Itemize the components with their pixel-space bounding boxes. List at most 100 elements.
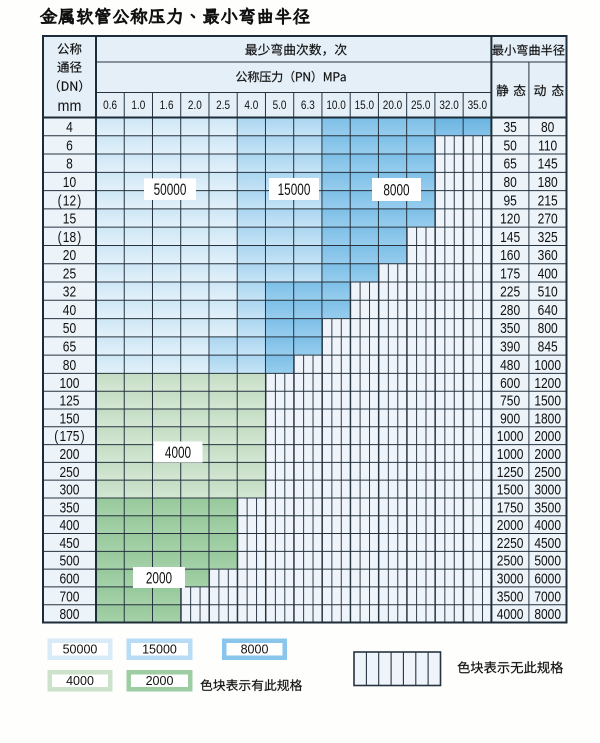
svg-text:800: 800 (59, 606, 79, 622)
svg-text:4000: 4000 (165, 444, 191, 462)
svg-text:95: 95 (503, 192, 516, 208)
svg-text:1250: 1250 (497, 464, 524, 480)
svg-text:1200: 1200 (534, 375, 561, 391)
svg-text:270: 270 (538, 211, 558, 227)
svg-text:600: 600 (500, 375, 520, 391)
svg-text:(12): (12) (58, 192, 82, 208)
svg-text:1.0: 1.0 (131, 99, 145, 112)
svg-text:180: 180 (538, 174, 558, 190)
svg-text:2500: 2500 (497, 553, 524, 569)
svg-text:40: 40 (63, 302, 76, 318)
svg-text:350: 350 (59, 499, 79, 515)
svg-text:400: 400 (59, 517, 79, 533)
svg-text:1000: 1000 (534, 357, 561, 373)
svg-text:7000: 7000 (534, 588, 561, 604)
svg-text:1500: 1500 (497, 482, 524, 498)
svg-text:(18): (18) (58, 229, 82, 245)
svg-text:2000: 2000 (146, 674, 174, 688)
svg-text:640: 640 (538, 302, 558, 318)
svg-text:mm: mm (58, 99, 82, 116)
svg-text:6.3: 6.3 (301, 99, 315, 112)
svg-text:35: 35 (503, 119, 516, 135)
svg-text:4.0: 4.0 (244, 99, 258, 112)
svg-text:2500: 2500 (534, 464, 561, 480)
svg-text:215: 215 (538, 192, 558, 208)
svg-text:360: 360 (538, 247, 558, 263)
svg-text:8000: 8000 (241, 643, 269, 657)
svg-text:4000: 4000 (534, 517, 561, 533)
svg-text:50000: 50000 (154, 181, 187, 199)
svg-text:5000: 5000 (534, 553, 561, 569)
svg-text:4: 4 (66, 119, 73, 135)
svg-text:800: 800 (538, 320, 558, 336)
svg-text:1800: 1800 (534, 410, 561, 426)
svg-text:80: 80 (63, 357, 76, 373)
svg-text:50000: 50000 (63, 643, 98, 657)
svg-text:10.0: 10.0 (326, 99, 345, 112)
svg-text:600: 600 (59, 571, 79, 587)
svg-text:510: 510 (538, 284, 558, 300)
svg-text:15000: 15000 (142, 643, 177, 657)
svg-text:0.6: 0.6 (103, 99, 117, 112)
svg-text:25.0: 25.0 (411, 99, 430, 112)
svg-text:65: 65 (63, 339, 76, 355)
svg-text:(175): (175) (54, 428, 84, 444)
svg-text:750: 750 (500, 393, 520, 409)
svg-text:1.6: 1.6 (160, 99, 174, 112)
svg-text:1000: 1000 (497, 446, 524, 462)
svg-text:225: 225 (500, 284, 520, 300)
svg-text:8000: 8000 (534, 606, 561, 622)
svg-text:450: 450 (59, 535, 79, 551)
svg-text:150: 150 (59, 410, 79, 426)
svg-text:8: 8 (66, 156, 73, 172)
svg-text:845: 845 (538, 339, 558, 355)
svg-text:480: 480 (500, 357, 520, 373)
svg-text:6: 6 (66, 137, 73, 153)
svg-text:300: 300 (59, 482, 79, 498)
svg-text:35.0: 35.0 (468, 99, 487, 112)
svg-text:25: 25 (63, 265, 76, 281)
svg-text:100: 100 (59, 375, 79, 391)
svg-text:32.0: 32.0 (439, 99, 458, 112)
svg-text:32: 32 (63, 284, 76, 300)
svg-text:325: 325 (538, 229, 558, 245)
svg-text:5.0: 5.0 (273, 99, 287, 112)
svg-text:20: 20 (63, 247, 76, 263)
svg-text:65: 65 (503, 156, 516, 172)
svg-text:6000: 6000 (534, 571, 561, 587)
svg-text:900: 900 (500, 410, 520, 426)
svg-text:2000: 2000 (146, 570, 172, 588)
svg-text:4500: 4500 (534, 535, 561, 551)
svg-text:10: 10 (63, 174, 76, 190)
svg-text:200: 200 (59, 446, 79, 462)
svg-text:2000: 2000 (534, 428, 561, 444)
svg-text:1750: 1750 (497, 499, 524, 515)
svg-text:15000: 15000 (278, 181, 311, 199)
svg-text:50: 50 (503, 137, 516, 153)
svg-text:160: 160 (500, 247, 520, 263)
svg-text:2.0: 2.0 (188, 99, 202, 112)
svg-text:120: 120 (500, 211, 520, 227)
svg-text:700: 700 (59, 588, 79, 604)
svg-text:4000: 4000 (497, 606, 524, 622)
svg-text:2.5: 2.5 (216, 99, 230, 112)
svg-text:50: 50 (63, 320, 76, 336)
svg-text:250: 250 (59, 464, 79, 480)
svg-text:3500: 3500 (534, 499, 561, 515)
svg-text:15: 15 (63, 211, 76, 227)
svg-text:80: 80 (503, 174, 516, 190)
svg-text:390: 390 (500, 339, 520, 355)
svg-text:400: 400 (538, 265, 558, 281)
svg-text:3000: 3000 (497, 571, 524, 587)
svg-text:8000: 8000 (383, 182, 409, 200)
svg-text:80: 80 (541, 119, 554, 135)
svg-text:125: 125 (59, 393, 79, 409)
svg-text:280: 280 (500, 302, 520, 318)
svg-text:350: 350 (500, 320, 520, 336)
svg-text:4000: 4000 (66, 674, 94, 688)
svg-text:1000: 1000 (497, 428, 524, 444)
svg-text:3500: 3500 (497, 588, 524, 604)
svg-text:2250: 2250 (497, 535, 524, 551)
svg-text:110: 110 (538, 137, 557, 153)
svg-text:1500: 1500 (534, 393, 561, 409)
